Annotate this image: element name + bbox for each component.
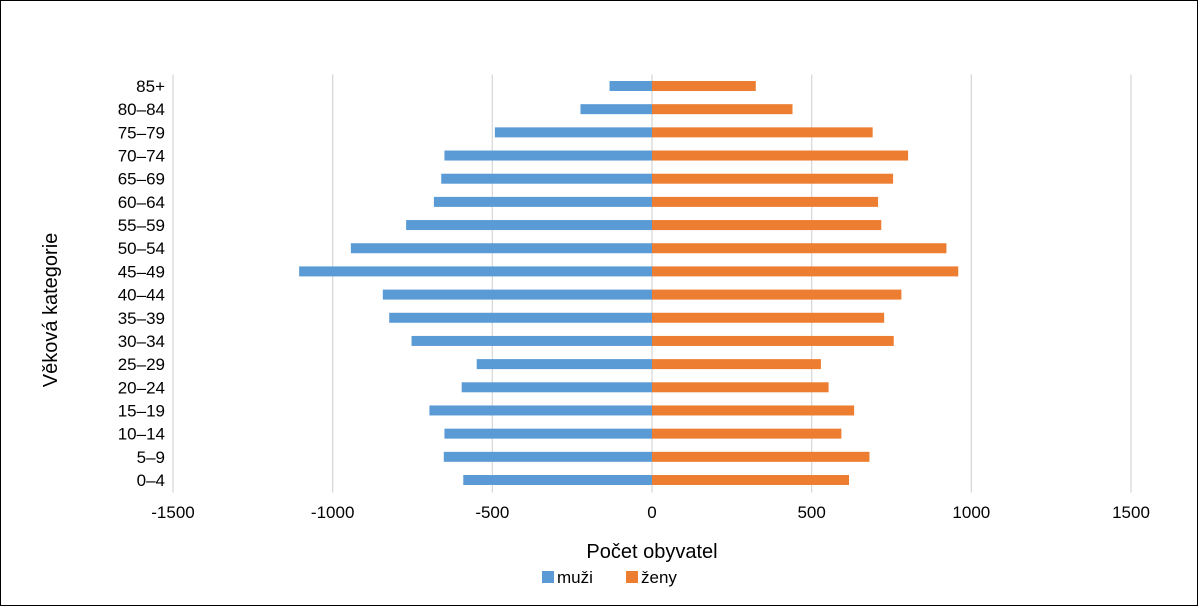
- bar-muzi-2: [444, 428, 652, 439]
- bar-muzi-8: [382, 289, 652, 300]
- bar-zeny-14: [652, 150, 909, 161]
- y-tick-label: 80–84: [118, 100, 165, 119]
- y-tick-label: 5–9: [137, 448, 165, 467]
- bar-zeny-1: [652, 451, 870, 462]
- legend-label-muzi: muži: [557, 568, 593, 587]
- y-tick-label: 75–79: [118, 123, 165, 142]
- y-tick-label: 40–44: [118, 286, 165, 305]
- bar-zeny-16: [652, 104, 793, 115]
- bar-muzi-14: [444, 150, 652, 161]
- bar-zeny-8: [652, 289, 902, 300]
- bar-zeny-12: [652, 196, 879, 207]
- bar-muzi-10: [350, 243, 652, 254]
- bar-zeny-9: [652, 266, 959, 277]
- y-tick-label: 50–54: [118, 239, 165, 258]
- bar-zeny-15: [652, 127, 873, 138]
- y-tick-label: 85+: [136, 77, 165, 96]
- bar-zeny-3: [652, 405, 855, 416]
- legend-swatch-muzi: [542, 571, 554, 583]
- bar-zeny-13: [652, 173, 894, 184]
- bar-muzi-17: [609, 81, 652, 91]
- y-tick-label: 10–14: [118, 425, 165, 444]
- legend: muži ženy: [542, 568, 677, 587]
- y-tick-label: 60–64: [118, 193, 165, 212]
- bar-zeny-11: [652, 220, 882, 231]
- y-tick-label: 25–29: [118, 355, 165, 374]
- x-tick-label: -500: [475, 503, 509, 522]
- y-tick-label: 65–69: [118, 170, 165, 189]
- y-tick-label: 45–49: [118, 262, 165, 281]
- bar-muzi-15: [494, 127, 652, 138]
- bar-muzi-11: [406, 220, 652, 231]
- bar-muzi-16: [580, 104, 652, 115]
- legend-swatch-zeny: [626, 571, 638, 583]
- y-tick-label: 70–74: [118, 147, 165, 166]
- bar-zeny-17: [652, 81, 756, 91]
- x-tick-label: 1500: [1112, 503, 1150, 522]
- bar-muzi-3: [429, 405, 652, 416]
- bar-muzi-5: [476, 359, 652, 370]
- bar-zeny-5: [652, 359, 821, 370]
- bar-muzi-6: [411, 335, 652, 346]
- bar-zeny-0: [652, 475, 850, 485]
- legend-label-zeny: ženy: [641, 568, 677, 587]
- bar-muzi-9: [299, 266, 652, 277]
- bar-muzi-7: [389, 312, 652, 323]
- x-tick-label: -1500: [151, 503, 194, 522]
- y-tick-label: 0–4: [137, 471, 165, 490]
- y-tick-label: 20–24: [118, 378, 165, 397]
- bar-zeny-10: [652, 243, 947, 254]
- y-axis-title: Věková kategorie: [40, 233, 62, 388]
- bar-muzi-1: [443, 451, 652, 462]
- bar-zeny-7: [652, 312, 885, 323]
- y-tick-label: 55–59: [118, 216, 165, 235]
- bar-zeny-2: [652, 428, 842, 439]
- x-tick-label: -1000: [311, 503, 354, 522]
- x-tick-label: 1000: [952, 503, 990, 522]
- y-tick-label: 35–39: [118, 309, 165, 328]
- x-axis-title: Počet obyvatel: [586, 541, 717, 563]
- y-tick-label: 30–34: [118, 332, 165, 351]
- y-tick-label: 15–19: [118, 401, 165, 420]
- bar-muzi-0: [463, 475, 652, 485]
- bar-muzi-13: [441, 173, 652, 184]
- bar-muzi-4: [461, 382, 652, 393]
- x-tick-label: 0: [647, 503, 656, 522]
- x-tick-label: 500: [797, 503, 825, 522]
- bar-muzi-12: [433, 196, 652, 207]
- bar-zeny-4: [652, 382, 829, 393]
- bar-zeny-6: [652, 335, 894, 346]
